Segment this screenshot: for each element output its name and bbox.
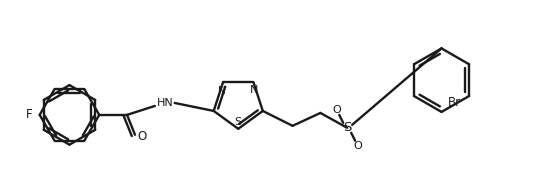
Text: HN: HN [156, 98, 173, 108]
Text: F: F [26, 108, 33, 121]
Text: N: N [250, 85, 259, 95]
Text: S: S [343, 121, 351, 134]
Text: O: O [137, 130, 147, 143]
Text: O: O [332, 105, 341, 115]
Text: N: N [218, 86, 226, 96]
Text: Br: Br [447, 96, 461, 109]
Text: O: O [354, 141, 363, 151]
Text: S: S [235, 117, 242, 127]
